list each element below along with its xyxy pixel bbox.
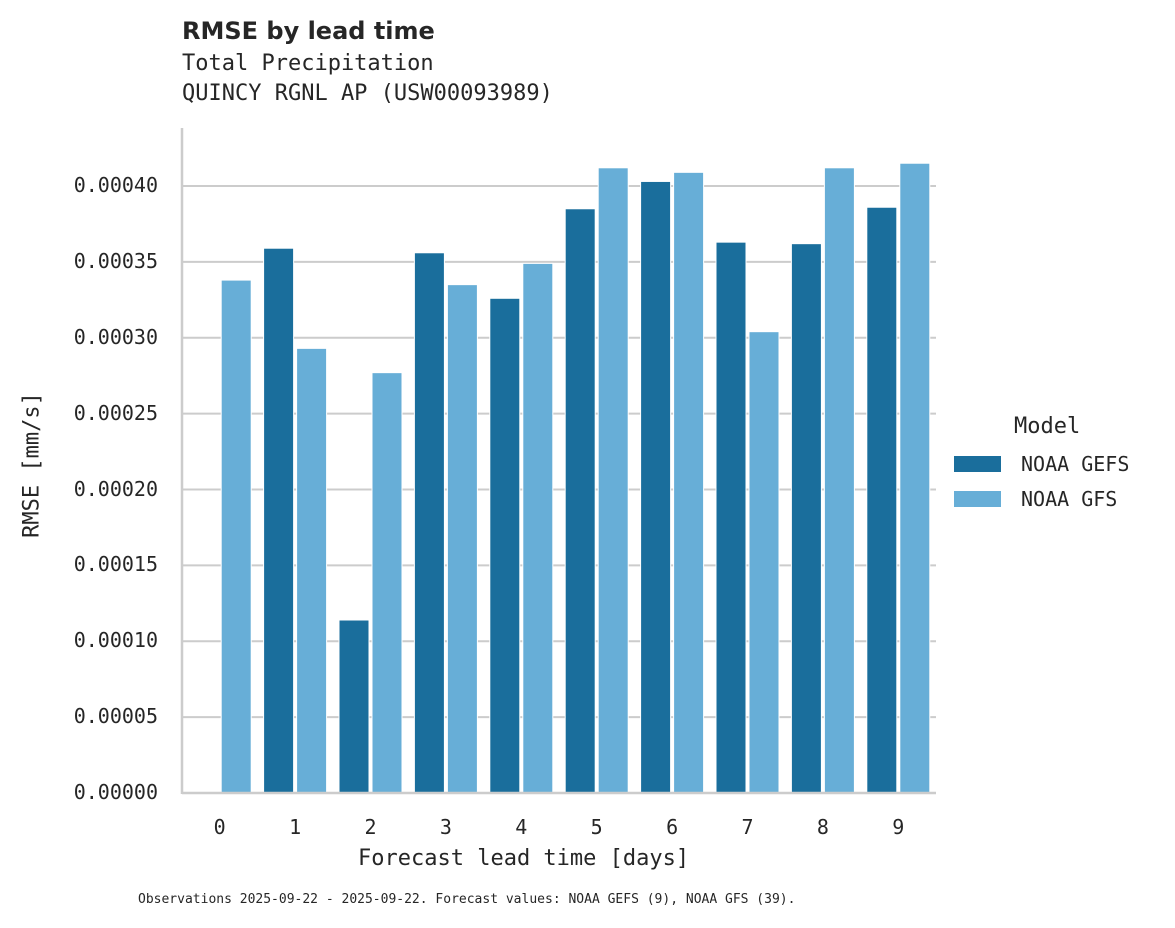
legend-label-gfs: NOAA GFS: [1021, 487, 1118, 511]
bar-noaa-gfs: [522, 262, 554, 794]
bar-noaa-gefs: [263, 247, 295, 794]
bar-noaa-gefs: [790, 243, 822, 794]
bar-noaa-gefs: [564, 208, 596, 794]
bar-noaa-gfs: [371, 372, 403, 794]
x-tick-label: 9: [892, 815, 905, 839]
chart-subtitle-variable: Total Precipitation: [182, 51, 434, 76]
legend-item-gefs: NOAA GEFS: [954, 452, 1129, 476]
bar-noaa-gfs: [899, 162, 931, 794]
bar-noaa-gfs: [673, 171, 705, 794]
legend-swatch-gfs: [954, 491, 1001, 507]
bar-noaa-gefs: [413, 252, 445, 794]
bar-noaa-gfs: [446, 284, 478, 794]
bar-noaa-gfs: [823, 167, 855, 794]
legend-swatch-gefs: [954, 456, 1001, 472]
x-tick-label: 0: [213, 815, 226, 839]
legend-item-gfs: NOAA GFS: [954, 487, 1117, 511]
y-axis-label: RMSE [mm/s]: [19, 392, 45, 538]
chart-subtitle-station: QUINCY RGNL AP (USW00093989): [182, 81, 553, 106]
x-tick-label: 4: [515, 815, 528, 839]
bar-noaa-gfs: [220, 279, 252, 794]
bar-noaa-gefs: [715, 241, 747, 794]
y-tick-label: 0.00025: [73, 400, 158, 425]
x-tick-label: 8: [816, 815, 829, 839]
bar-noaa-gefs: [338, 619, 370, 794]
y-tick-label: 0.00000: [73, 780, 158, 804]
y-tick-label: 0.00030: [73, 324, 158, 349]
x-tick-label: 1: [289, 815, 302, 839]
y-tick-label: 0.00015: [73, 552, 158, 577]
x-tick-label: 2: [364, 815, 377, 839]
y-tick-label: 0.00010: [73, 628, 158, 653]
y-tick-label: 0.00035: [73, 248, 158, 273]
x-tick-label: 6: [666, 815, 679, 839]
legend-title: Model: [1014, 414, 1081, 439]
legend-label-gefs: NOAA GEFS: [1021, 452, 1130, 476]
bar-noaa-gfs: [296, 347, 328, 794]
x-axis-label: Forecast lead time [days]: [358, 846, 690, 871]
footnote: Observations 2025-09-22 - 2025-09-22. Fo…: [138, 892, 796, 907]
y-tick-label: 0.00005: [73, 704, 158, 729]
x-tick-label: 3: [439, 815, 452, 839]
bar-noaa-gfs: [748, 331, 780, 794]
bar-noaa-gfs: [597, 167, 629, 794]
y-tick-label: 0.00040: [73, 173, 158, 197]
bar-noaa-gefs: [489, 297, 521, 794]
y-tick-label: 0.00020: [73, 476, 158, 501]
chart-title: RMSE by lead time: [182, 17, 435, 45]
bar-noaa-gefs: [866, 206, 898, 794]
x-tick-label: 5: [590, 815, 603, 839]
x-tick-label: 7: [741, 815, 754, 839]
bar-noaa-gefs: [640, 180, 672, 794]
